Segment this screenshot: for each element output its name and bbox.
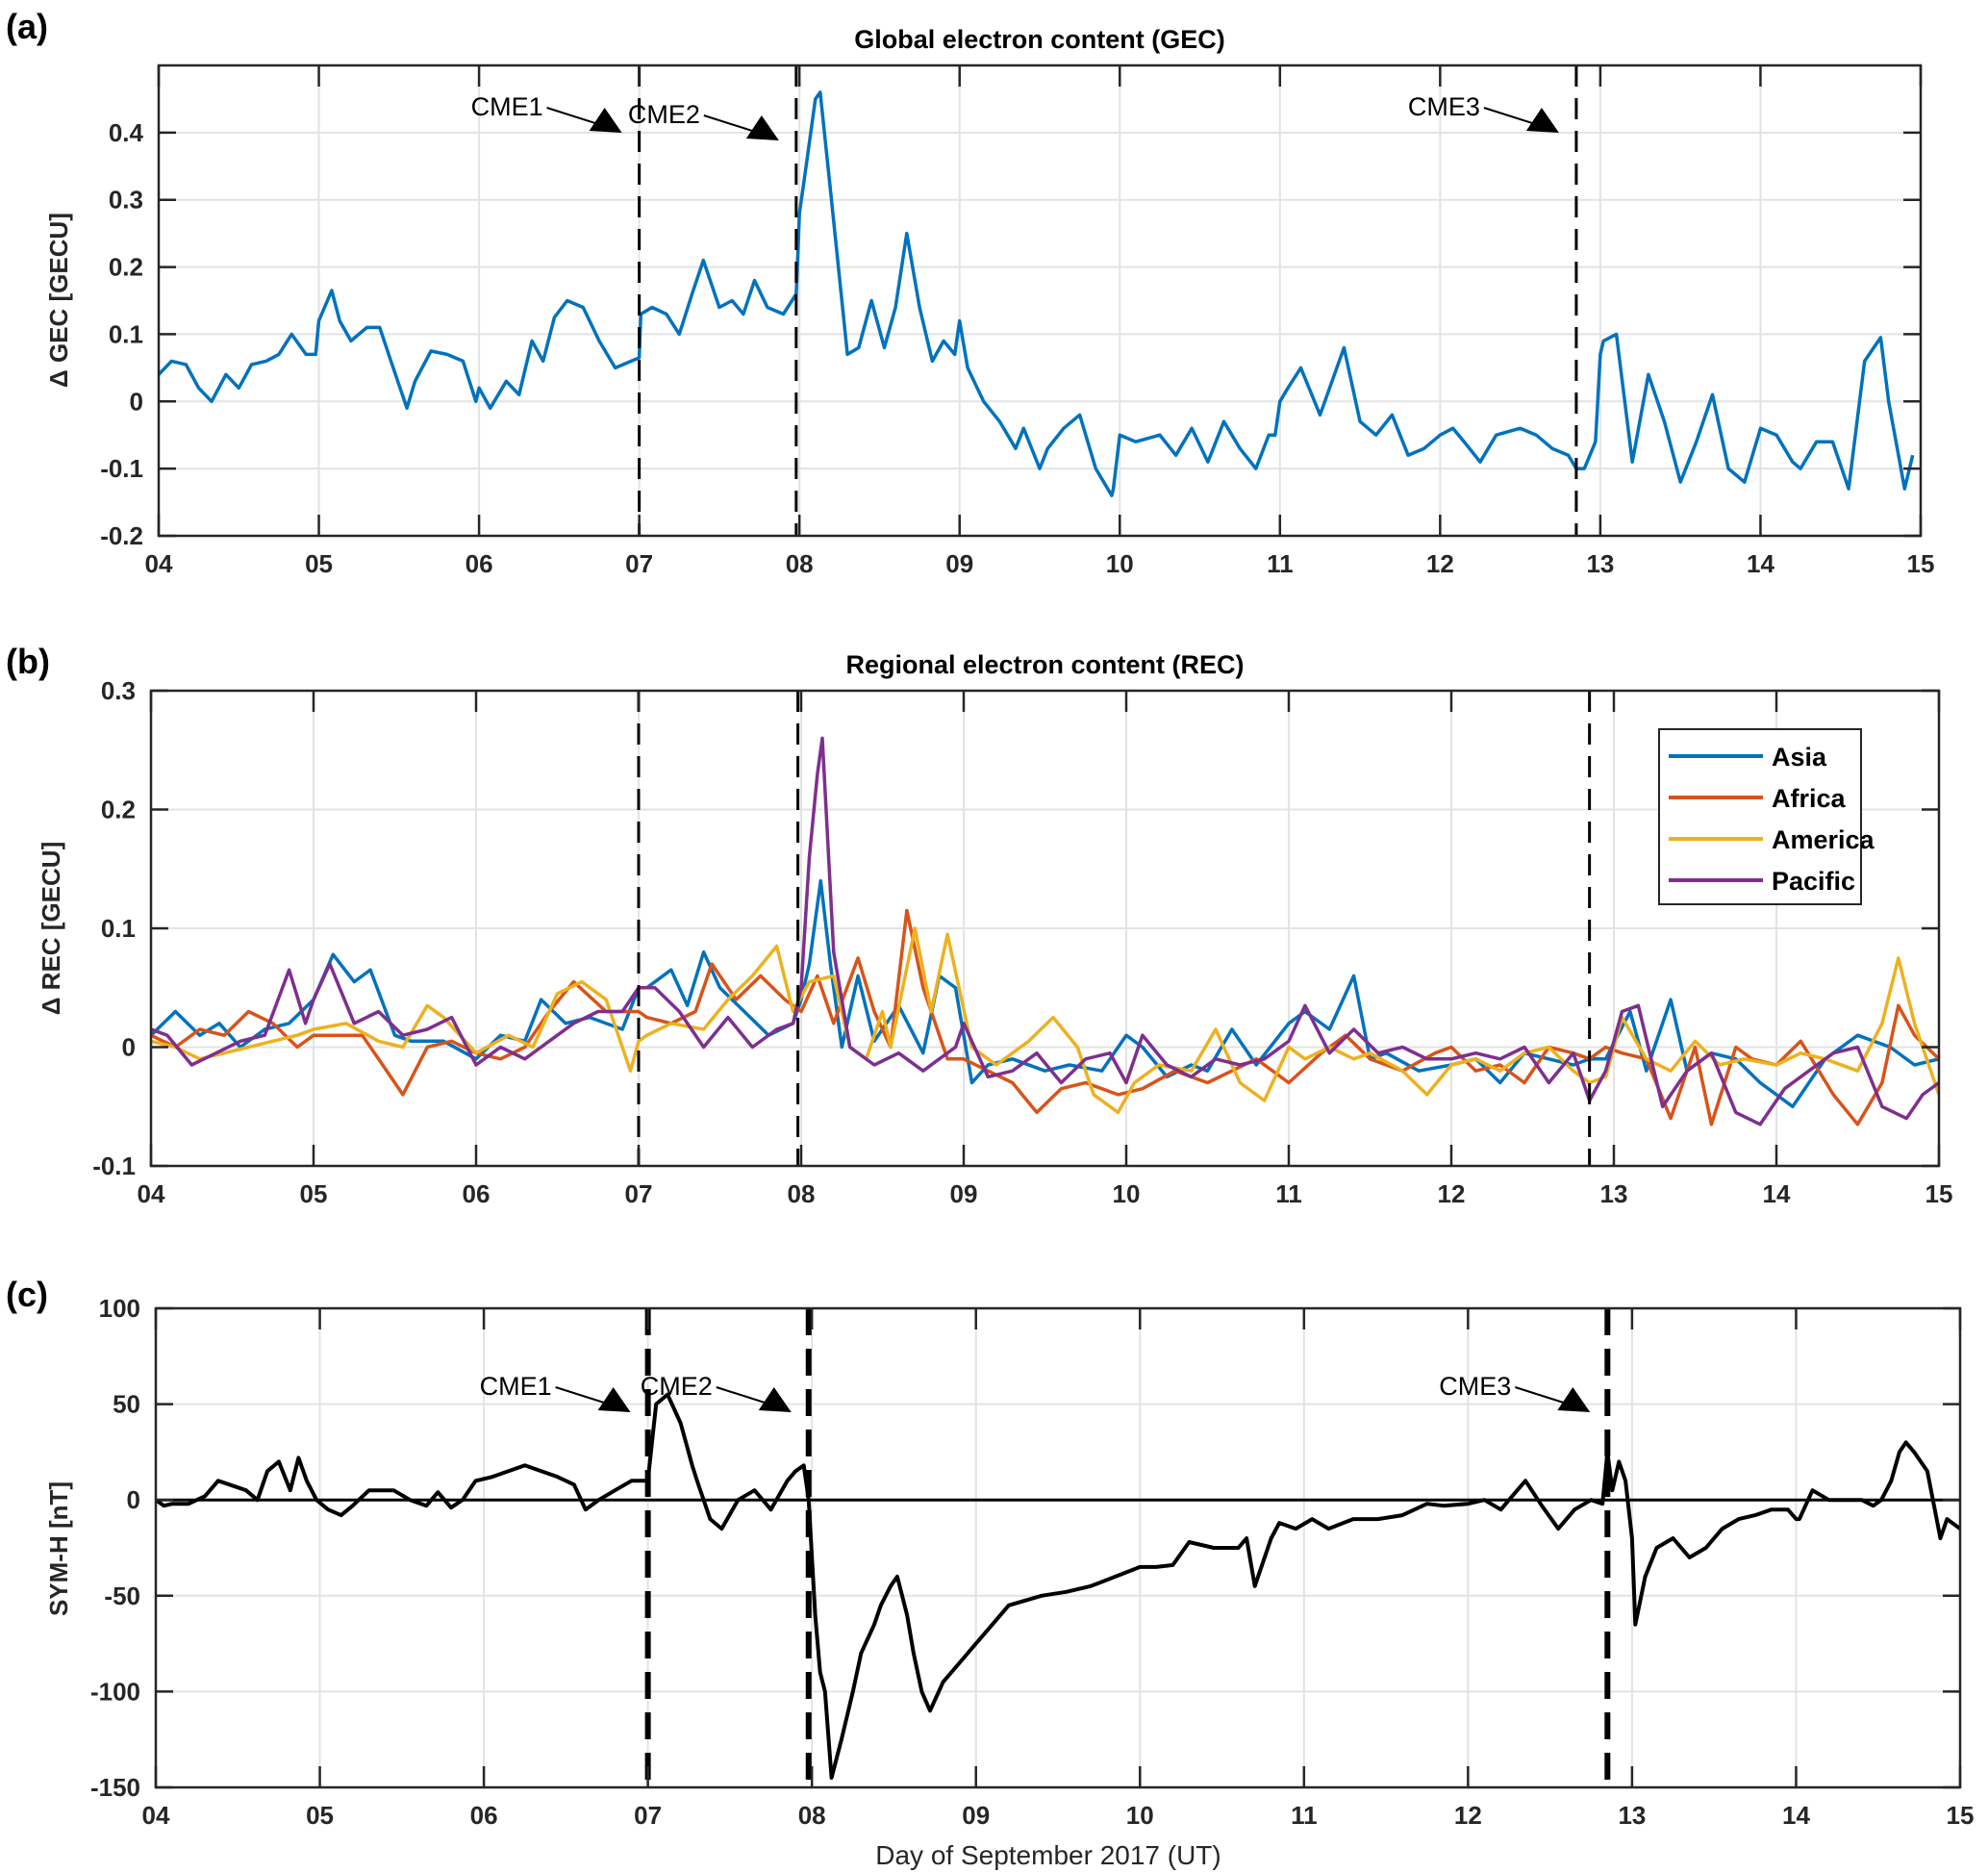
x-tick-label: 11 [1275,1179,1302,1208]
arrow-head-icon [589,108,622,133]
x-tick-label: 15 [1947,1801,1975,1830]
x-tick-label: 05 [300,1179,328,1208]
y-tick-label: 0.1 [109,319,143,348]
x-tick-label: 10 [1126,1801,1154,1830]
x-axis-label: Day of September 2017 (UT) [875,1840,1221,1870]
x-tick-label: 06 [466,549,493,578]
x-tick-label: 04 [142,1801,170,1830]
panel-label-b: (b) [6,642,50,681]
series-line-america [150,926,1941,1115]
y-axis-label: SYM-H [nT] [44,1481,73,1616]
x-tick-label: 07 [625,549,653,578]
y-tick-label: 0.1 [101,914,136,943]
event-annotation-3: CME3 [1439,1372,1511,1401]
x-tick-label: 07 [625,1179,653,1208]
y-tick-label: 0.3 [101,676,136,705]
x-tick-label: 08 [786,549,814,578]
y-tick-label: 0.2 [101,796,136,824]
x-tick-label: 10 [1113,1179,1141,1208]
y-tick-label: 0.4 [109,118,144,147]
x-tick-label: 11 [1267,549,1294,578]
y-tick-label: -150 [90,1773,140,1802]
panel-label-c: (c) [6,1275,48,1314]
x-tick-label: 08 [798,1801,826,1830]
x-tick-label: 12 [1426,549,1454,578]
x-tick-label: 13 [1600,1179,1628,1208]
y-tick-label: -0.1 [92,1152,136,1180]
y-tick-label: 0 [130,387,143,416]
y-tick-label: 50 [113,1390,140,1419]
x-tick-label: 10 [1106,549,1134,578]
legend-label-america: America [1772,825,1875,854]
axes-box [157,63,1923,538]
x-tick-label: 08 [788,1179,816,1208]
y-tick-label: -50 [104,1582,140,1610]
legend-label-pacific: Pacific [1772,867,1855,896]
y-tick-label: -100 [90,1677,140,1706]
x-tick-label: 09 [945,549,973,578]
arrow-head-icon [1525,108,1559,133]
y-tick-label: 100 [99,1294,140,1323]
series-line-pacific [150,736,1941,1126]
x-tick-label: 15 [1925,1179,1953,1208]
gec-chart: CME1 CME2 CME3 04 05 06 07 08 09 10 11 12 13 14 15 -0.2… [44,25,1934,578]
x-tick-label: 11 [1291,1801,1318,1830]
y-tick-label: 0 [127,1485,140,1514]
y-tick-label: 0.2 [109,253,143,282]
x-tick-label: 12 [1438,1179,1466,1208]
panel-label-a: (a) [6,7,48,46]
x-tick-label: 04 [138,1179,165,1208]
arrow-head-icon [745,115,779,140]
x-tick-label: 12 [1454,1801,1482,1830]
y-tick-label: -0.2 [100,521,143,550]
legend-label-asia: Asia [1772,743,1827,772]
legend-label-africa: Africa [1772,784,1847,813]
legend-box [1658,728,1862,905]
event-annotation-2: CME2 [628,100,700,129]
axes-box [154,1306,1962,1789]
event-annotation-1: CME1 [480,1372,552,1401]
y-tick-label: 0.3 [109,186,143,215]
x-tick-label: 13 [1586,549,1614,578]
series-line-gec [157,90,1915,497]
y-axis-label: Δ REC [GECU] [37,842,65,1015]
x-tick-label: 14 [1763,1179,1791,1208]
chart-title: Regional electron content (REC) [845,650,1244,679]
y-axis-label: Δ GEC [GECU] [44,213,73,388]
event-annotation-3: CME3 [1408,92,1480,121]
series-line-sym-h [154,1392,1962,1780]
y-tick-label: 0 [122,1033,136,1062]
x-tick-label: 07 [634,1801,662,1830]
arrow-head-icon [758,1387,792,1412]
rec-chart: 04 05 06 07 08 09 10 11 12 13 14 15 -0.1 0 0.1 0.2 0.3 Re… [37,650,1952,1208]
x-tick-label: 06 [463,1179,491,1208]
series-line-africa [150,908,1941,1126]
x-tick-label: 15 [1907,549,1935,578]
x-tick-label: 13 [1618,1801,1646,1830]
arrow-head-icon [597,1387,631,1412]
x-tick-label: 05 [305,549,333,578]
x-tick-label: 04 [145,549,173,578]
y-tick-label: -0.1 [100,454,143,483]
arrow-head-icon [1557,1387,1591,1412]
x-tick-label: 06 [470,1801,498,1830]
x-tick-label: 14 [1747,549,1774,578]
series-line-asia [149,878,1940,1109]
event-annotation-2: CME2 [641,1372,713,1401]
x-tick-label: 14 [1782,1801,1810,1830]
x-tick-label: 05 [306,1801,334,1830]
symh-chart: CME1 CME2 CME3 04 05 06 07 08 09 10 11 12 13 14 15 -150… [44,1294,1974,1830]
event-annotation-1: CME1 [471,92,543,121]
chart-title: Global electron content (GEC) [854,25,1225,54]
x-tick-label: 09 [950,1179,978,1208]
x-tick-label: 09 [962,1801,990,1830]
